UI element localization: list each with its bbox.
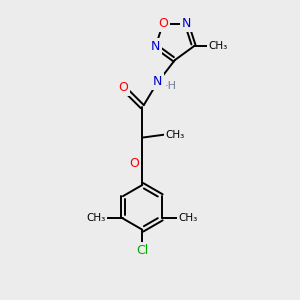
Text: Cl: Cl (136, 244, 148, 257)
Text: N: N (151, 40, 160, 53)
Text: ·H: ·H (165, 80, 177, 91)
Text: N: N (153, 75, 162, 88)
Text: O: O (130, 158, 140, 170)
Text: CH₃: CH₃ (178, 214, 197, 224)
Text: O: O (158, 17, 168, 30)
Text: CH₃: CH₃ (166, 130, 185, 140)
Text: N: N (182, 17, 191, 30)
Text: CH₃: CH₃ (86, 214, 106, 224)
Text: CH₃: CH₃ (208, 41, 227, 51)
Text: O: O (118, 81, 128, 94)
